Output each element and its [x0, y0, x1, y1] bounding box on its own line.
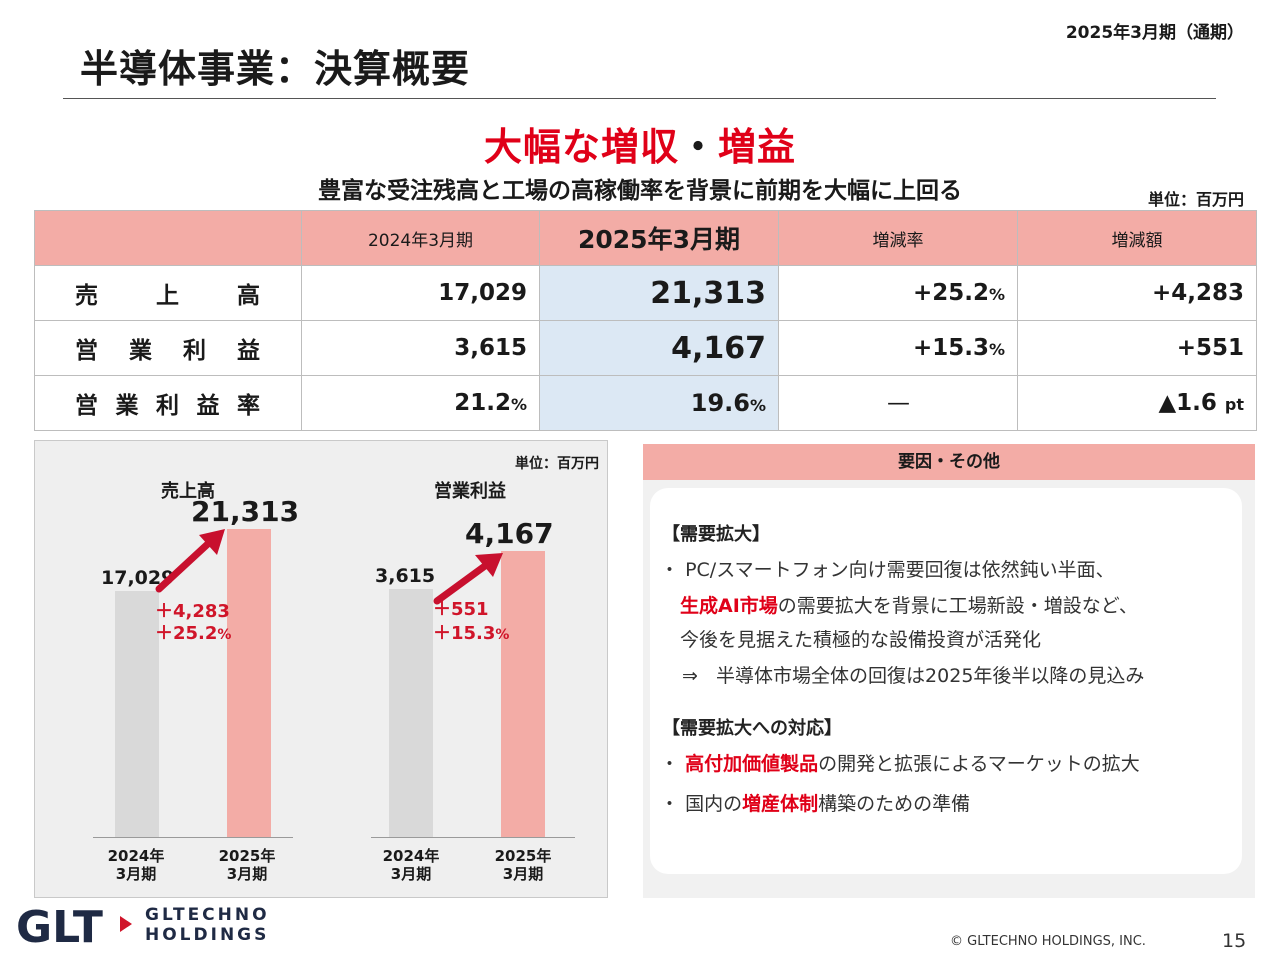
label-char: 営	[75, 338, 98, 364]
cell-prev: 3,615	[301, 320, 540, 376]
cell-diff: +551	[1017, 320, 1257, 376]
row-label-operating-profit: 営 業 利 益	[34, 320, 302, 376]
bar-value-label: 17,029	[101, 567, 175, 589]
bar-value-label: 4,167	[465, 517, 554, 550]
col-header-diff: 増減額	[1017, 210, 1257, 266]
fiscal-period: 2025年3月期（通期）	[1065, 23, 1244, 43]
svg-text:GLT: GLT	[16, 902, 103, 948]
chart-axis	[371, 837, 575, 838]
factors-card: 【需要拡大】 ・ PC/スマートフォン向け需要回復は依然鈍い半面、 生成AI市場…	[650, 488, 1242, 874]
headline: 大幅な増収・増益	[0, 116, 1280, 171]
axis-label: 2025年 3月期	[218, 847, 276, 883]
change-amount: ＋4,283	[155, 601, 230, 622]
page-number: 15	[1222, 930, 1247, 952]
cell-diff: ▲1.6 pt	[1017, 375, 1257, 431]
copyright: © GLTECHNO HOLDINGS, INC.	[950, 934, 1146, 949]
factor-line: ・ PC/スマートフォン向け需要回復は依然鈍い半面、	[660, 559, 1115, 581]
section-title-demand: 【需要拡大】	[662, 524, 770, 545]
change-amount: ＋551	[433, 599, 489, 620]
cell-prev: 17,029	[301, 265, 540, 321]
table-row: 営 業 利 益 率 21.2% 19.6% — ▲1.6 pt	[34, 375, 1257, 431]
chart-title-sales: 売上高	[161, 481, 215, 502]
chart-title-operating-profit: 営業利益	[434, 481, 506, 502]
table-row: 営 業 利 益 3,615 4,167 +15.3% +551	[34, 320, 1257, 376]
subheadline: 豊富な受注残高と工場の高稼働率を背景に前期を大幅に上回る	[318, 178, 962, 204]
increase-arrow-icon	[155, 529, 225, 593]
bar-op-profit-2024	[389, 589, 433, 837]
row-label-operating-margin: 営 業 利 益 率	[34, 375, 302, 431]
label-char: 高	[237, 283, 260, 309]
col-header-label	[34, 210, 302, 266]
axis-label: 2024年 3月期	[382, 847, 440, 883]
increase-arrow-icon	[433, 553, 503, 605]
cell-rate: —	[778, 375, 1018, 431]
headline-sep: ・	[678, 125, 718, 169]
bar-sales-2025	[227, 529, 271, 837]
bar-value-label: 21,313	[191, 495, 300, 528]
label-char: 益	[196, 393, 220, 419]
change-rate: ＋15.3%	[433, 623, 510, 644]
chart-unit: 単位：百万円	[515, 456, 599, 472]
factor-line: 今後を見据えた積極的な設備投資が活発化	[680, 629, 1042, 651]
factors-header: 要因・その他	[643, 444, 1255, 480]
bar-sales-2024	[115, 591, 159, 837]
label-char: 業	[115, 393, 139, 419]
label-char: 営	[75, 393, 98, 419]
label-char: 業	[129, 338, 152, 364]
company-name: GLTECHNO HOLDINGS	[145, 905, 270, 945]
chart-panel: 単位：百万円 売上高 17,029 21,313 ＋4,283 ＋25.2% 2…	[34, 440, 608, 898]
headline-part1: 大幅な増収	[483, 125, 679, 169]
col-header-prev: 2024年3月期	[301, 210, 540, 266]
label-char: 率	[237, 393, 260, 419]
label-char: 売	[75, 283, 98, 309]
factor-line: ⇒ 半導体市場全体の回復は2025年後半以降の見込み	[682, 665, 1145, 687]
cell-cur: 4,167	[539, 320, 779, 376]
title-divider	[63, 98, 1216, 99]
axis-label: 2025年 3月期	[494, 847, 552, 883]
page-title: 半導体事業：決算概要	[80, 47, 471, 91]
table-row: 売 上 高 17,029 21,313 +25.2% +4,283	[34, 265, 1257, 321]
glt-logo-icon: GLT	[16, 902, 132, 953]
cell-cur: 21,313	[539, 265, 779, 321]
row-label-sales: 売 上 高	[34, 265, 302, 321]
cell-diff: +4,283	[1017, 265, 1257, 321]
cell-rate: +25.2%	[778, 265, 1018, 321]
factor-line: ・ 国内の増産体制構築のための準備	[660, 793, 971, 815]
label-char: 上	[156, 283, 179, 309]
cell-prev: 21.2%	[301, 375, 540, 431]
cell-cur: 19.6%	[539, 375, 779, 431]
headline-part2: 増益	[718, 125, 797, 169]
factor-line: ・ 高付加価値製品の開発と拡張によるマーケットの拡大	[660, 753, 1140, 775]
bar-value-label: 3,615	[375, 565, 436, 587]
label-char: 益	[237, 338, 260, 364]
company-logo: GLT	[16, 902, 136, 953]
label-char: 利	[156, 393, 179, 419]
col-header-cur: 2025年3月期	[539, 210, 779, 266]
cell-rate: +15.3%	[778, 320, 1018, 376]
table-header-row: 2024年3月期 2025年3月期 増減率 増減額	[34, 210, 1257, 266]
label-char: 利	[183, 338, 206, 364]
col-header-rate: 増減率	[778, 210, 1018, 266]
axis-label: 2024年 3月期	[107, 847, 165, 883]
chart-axis	[93, 837, 293, 838]
bar-op-profit-2025	[501, 551, 545, 837]
change-rate: ＋25.2%	[155, 623, 232, 644]
table-unit: 単位：百万円	[1147, 190, 1244, 209]
factor-line: 生成AI市場の需要拡大を背景に工場新設・増設など、	[680, 595, 1138, 617]
section-title-response: 【需要拡大への対応】	[662, 718, 842, 739]
summary-table: 2024年3月期 2025年3月期 増減率 増減額 売 上 高 17,029 2…	[34, 210, 1257, 431]
